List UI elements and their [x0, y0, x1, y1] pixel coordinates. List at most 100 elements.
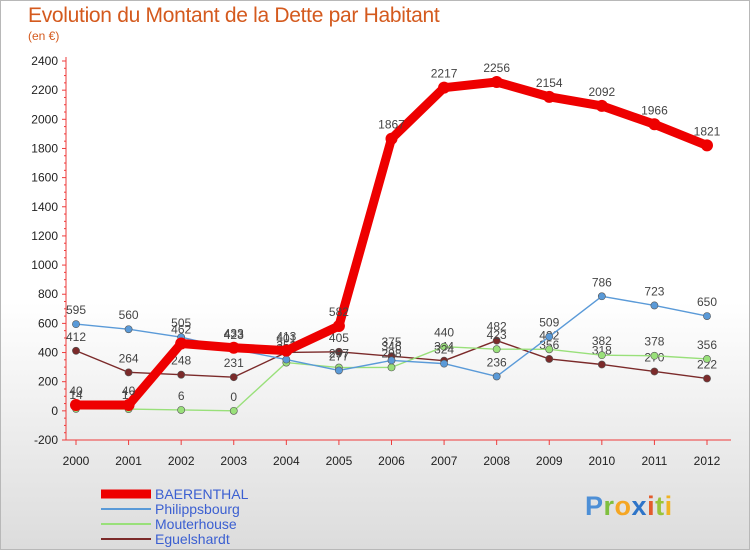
data-label: 786	[592, 275, 612, 289]
data-label: 723	[644, 284, 664, 298]
data-point	[335, 366, 343, 375]
data-point	[280, 344, 293, 357]
x-tick-label: 2009	[536, 454, 563, 468]
legend: BAERENTHALPhilippsbourgMouterhouseEguels…	[101, 486, 249, 547]
x-tick-label: 2004	[273, 454, 300, 468]
data-label: 236	[487, 355, 507, 369]
data-label: 40	[69, 384, 83, 398]
data-point	[387, 356, 396, 365]
legend-label-mouterhouse: Mouterhouse	[155, 516, 237, 532]
data-label: 324	[434, 343, 454, 357]
data-label: 378	[644, 335, 664, 349]
y-tick-label: 1000	[31, 258, 58, 272]
data-point	[385, 132, 398, 145]
data-label: 2154	[536, 76, 563, 90]
data-point	[227, 341, 240, 354]
data-label: 356	[697, 338, 717, 352]
data-point	[335, 347, 343, 356]
data-label: 231	[224, 356, 244, 370]
x-tick-label: 2002	[168, 454, 195, 468]
y-tick-label: 1200	[31, 229, 58, 243]
data-point	[438, 81, 451, 94]
data-point	[229, 373, 238, 382]
legend-label-philippsbourg: Philippsbourg	[155, 501, 240, 517]
data-label: 248	[171, 354, 191, 368]
data-point	[440, 342, 448, 351]
x-tick-label: 2010	[588, 454, 615, 468]
data-label: 582	[329, 305, 349, 319]
data-label: 2092	[588, 85, 615, 99]
data-point	[703, 312, 711, 320]
data-label: 405	[329, 331, 349, 345]
y-tick-label: 800	[38, 287, 58, 301]
data-point	[545, 355, 554, 363]
data-label: 1867	[378, 118, 405, 132]
y-tick-label: 1400	[31, 200, 58, 214]
data-label: 2256	[483, 61, 510, 75]
series-mouterhouse: 141260331297298440423422382378356	[69, 326, 717, 415]
data-point	[177, 406, 186, 414]
data-label: 560	[119, 308, 139, 322]
y-tick-label: 2200	[31, 83, 58, 97]
data-point	[595, 99, 608, 112]
data-label: 346	[381, 339, 401, 353]
data-point	[282, 355, 291, 364]
data-point	[492, 372, 501, 381]
data-label: 277	[329, 349, 349, 363]
data-point	[490, 75, 503, 88]
data-point	[543, 90, 556, 103]
data-point	[122, 399, 135, 412]
data-label: 0	[230, 390, 237, 404]
data-point	[492, 345, 501, 354]
data-label: 650	[697, 295, 717, 309]
data-label: 2217	[431, 67, 458, 81]
y-tick-label: 1800	[31, 141, 58, 155]
y-tick-label: 600	[38, 316, 58, 330]
data-label: 6	[178, 389, 185, 403]
data-label: 412	[66, 330, 86, 344]
chart-unit-label: (en €)	[28, 29, 60, 43]
data-point	[124, 368, 133, 377]
data-label: 423	[487, 328, 507, 342]
data-point	[440, 359, 448, 368]
data-label: 40	[122, 384, 136, 398]
data-label: 382	[592, 334, 612, 348]
data-point	[650, 367, 659, 376]
series-baerenthal: 40 40 462 433 413 582 1867 2217 2256 2154 2092 1966…	[69, 61, 721, 412]
data-label: 264	[119, 351, 139, 365]
data-point	[650, 301, 659, 310]
x-tick-label: 2000	[63, 454, 90, 468]
x-tick-label: 2003	[220, 454, 247, 468]
y-tick-label: 2400	[31, 54, 58, 68]
data-point	[597, 360, 606, 369]
data-point	[703, 374, 711, 383]
data-point	[229, 406, 238, 415]
y-tick-label: 0	[51, 404, 58, 418]
x-tick-label: 2011	[642, 454, 668, 468]
data-point	[177, 370, 186, 379]
data-label: 375	[381, 335, 401, 349]
data-label: 401	[276, 331, 296, 345]
data-label: 462	[171, 323, 191, 337]
data-label: 413	[276, 330, 296, 344]
data-point	[124, 325, 133, 334]
data-point	[332, 320, 345, 333]
data-label: 297	[329, 347, 349, 361]
data-label: 423	[224, 328, 244, 342]
data-point	[703, 355, 711, 363]
data-point	[387, 363, 396, 372]
y-tick-label: -200	[34, 433, 58, 447]
legend-label-baerenthal: BAERENTHAL	[155, 486, 249, 502]
data-label: 222	[697, 357, 717, 371]
y-tick-label: 200	[38, 375, 58, 389]
data-label: 14	[69, 388, 83, 402]
x-tick-label: 2001	[115, 454, 142, 468]
legend-label-eguelshardt: Eguelshardt	[155, 531, 230, 547]
data-label: 1966	[641, 103, 668, 117]
data-label: 1821	[694, 124, 721, 138]
data-point	[545, 332, 554, 341]
data-label: 505	[171, 316, 191, 330]
proxiti-logo: Proxiti	[585, 491, 673, 521]
